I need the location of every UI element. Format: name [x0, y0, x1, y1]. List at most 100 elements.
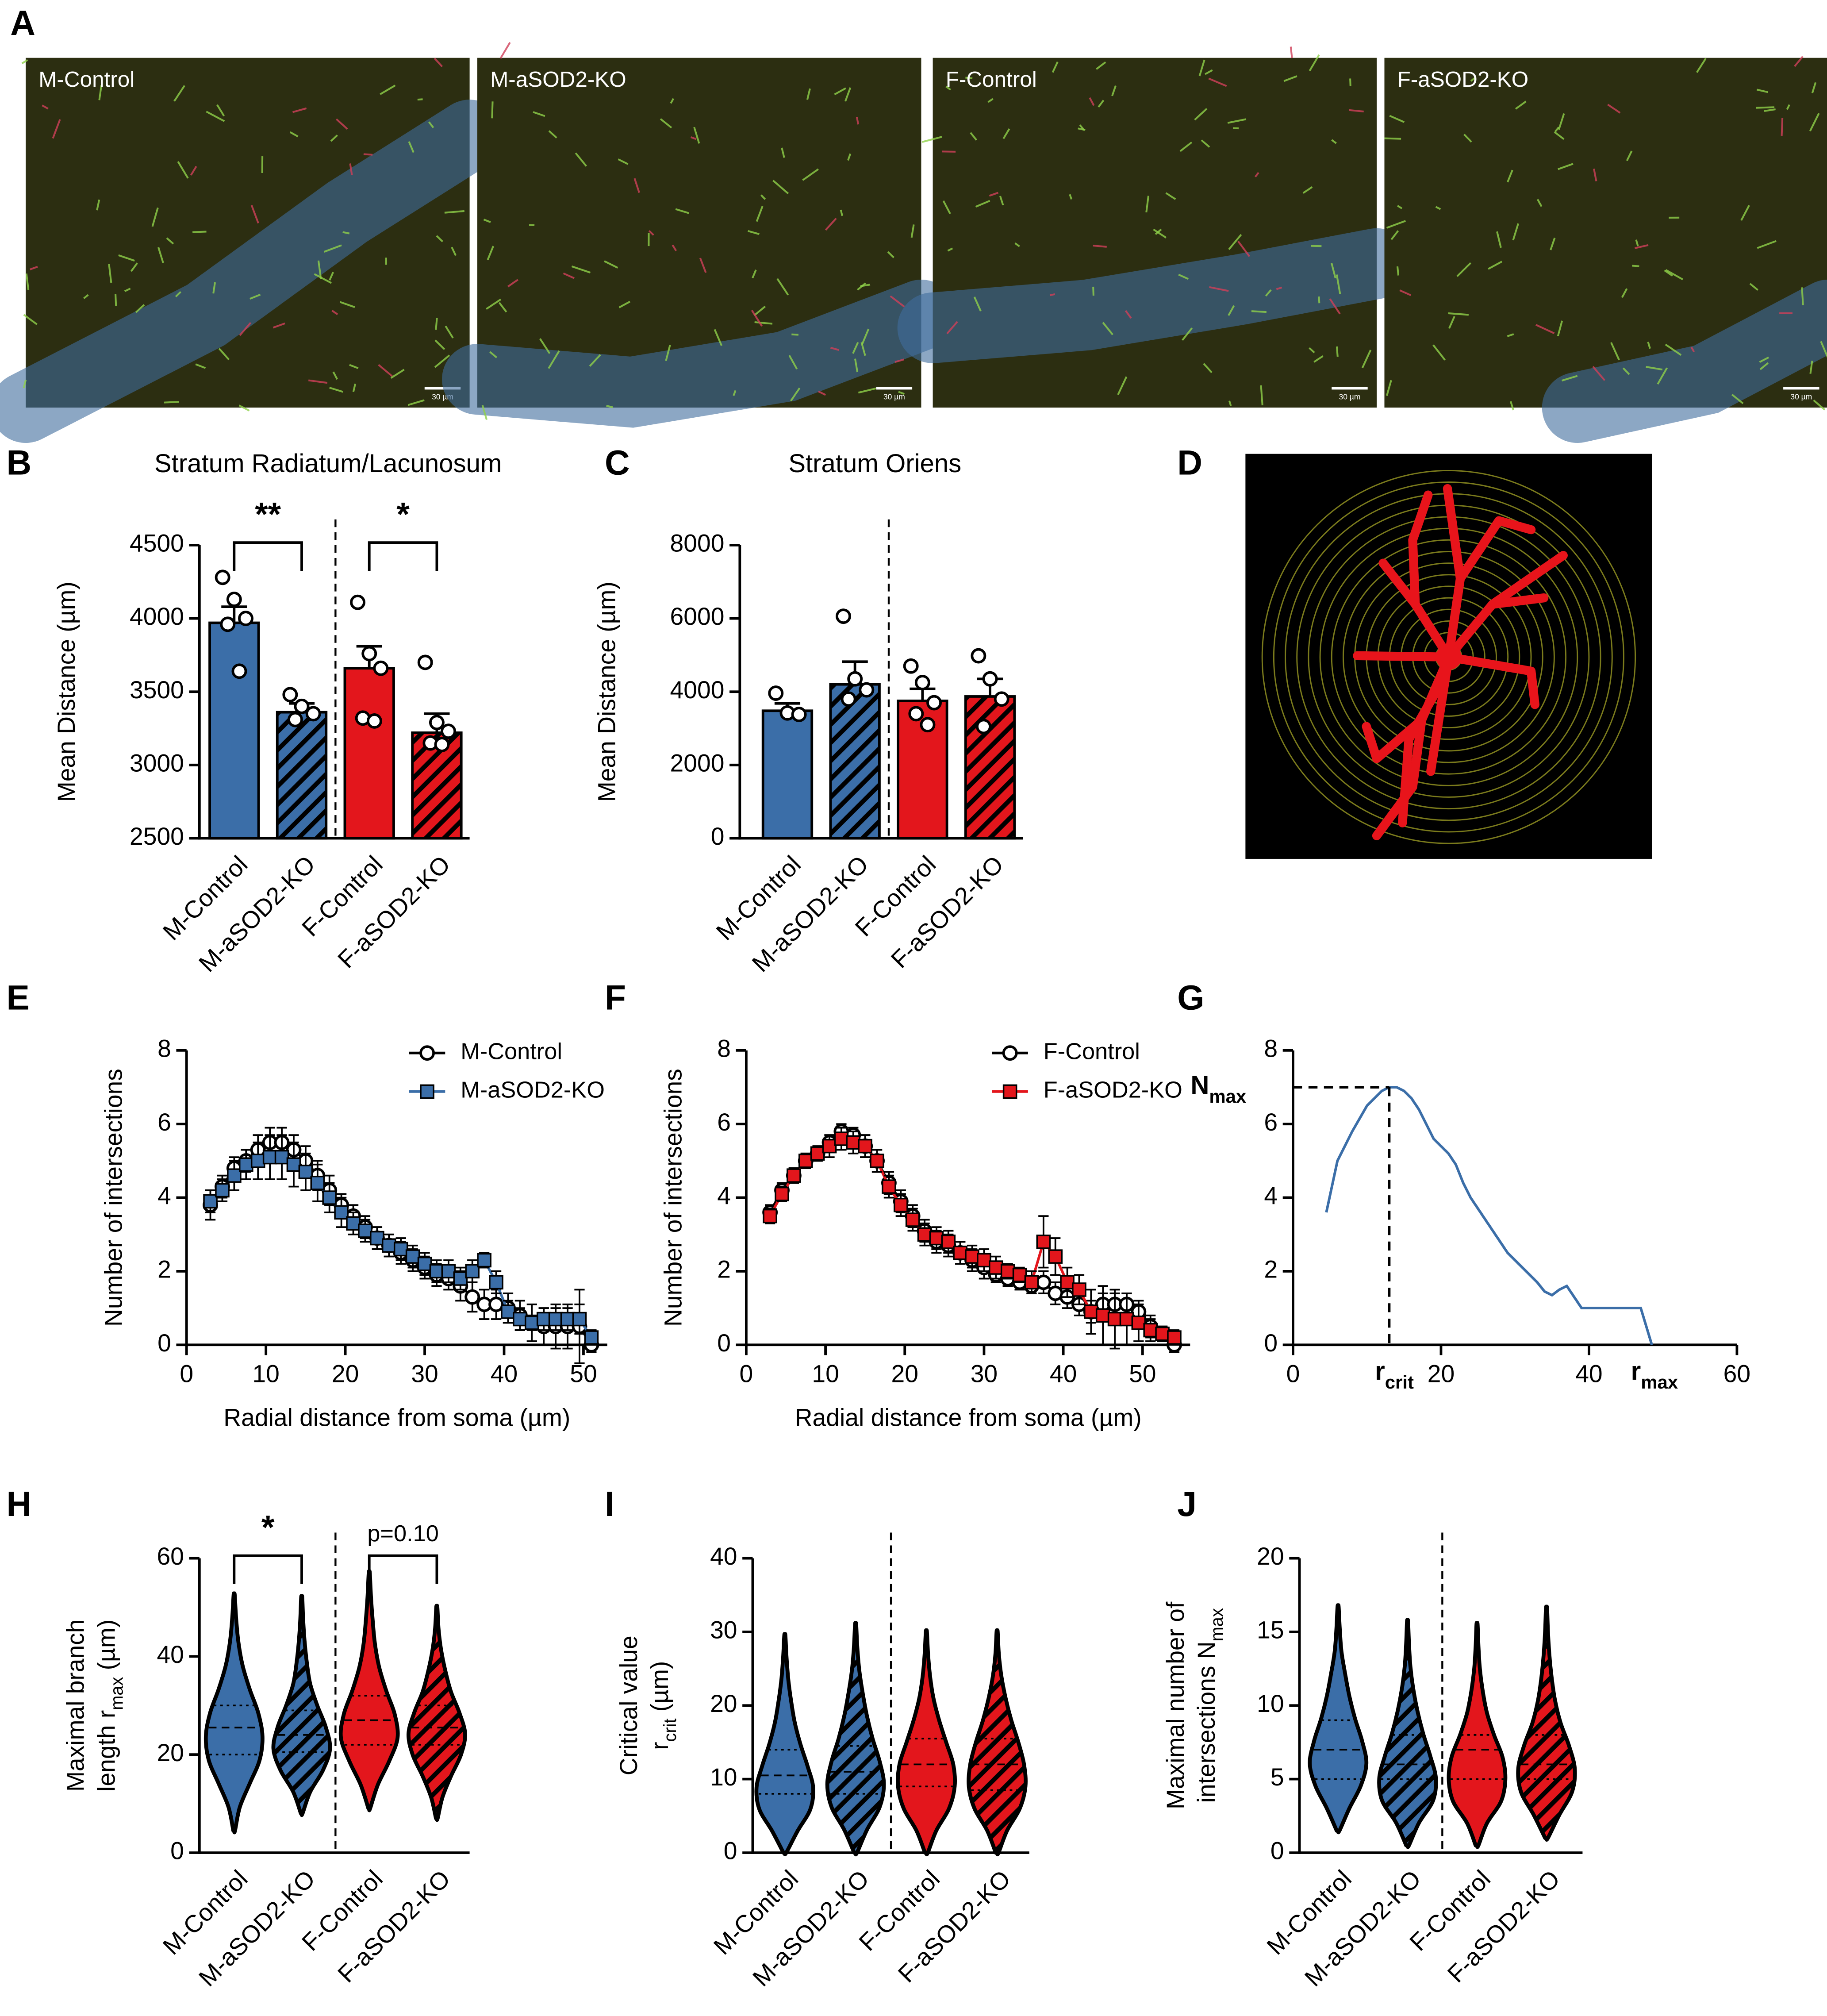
astrocyte [1178, 273, 1189, 280]
x-tick-label: 30 [971, 1360, 998, 1388]
panel-letter: I [605, 1485, 614, 1524]
astrocyte [451, 246, 457, 256]
astrocyte [23, 379, 27, 389]
marker [917, 1227, 932, 1242]
astrocyte [407, 399, 425, 406]
astrocyte [847, 153, 852, 161]
astrocyte [1626, 150, 1633, 162]
astrocyte [818, 390, 826, 396]
astrocyte [1331, 263, 1336, 279]
nuclear-band [442, 279, 957, 428]
astrocyte [776, 278, 789, 296]
violin [1447, 1621, 1508, 1849]
astrocyte [1145, 196, 1150, 213]
bar [411, 731, 463, 840]
y-tick-label: 6000 [670, 603, 725, 630]
y-tick-label: 20 [710, 1690, 737, 1717]
marker [525, 1316, 539, 1330]
violin [271, 1594, 332, 1817]
astrocyte [1665, 269, 1683, 281]
y-tick-label: 0 [157, 1329, 171, 1357]
astrocyte [30, 265, 38, 270]
astrocyte [890, 295, 905, 308]
rcrit-label-part: crit [1385, 1372, 1414, 1393]
marker [334, 1205, 349, 1220]
astrocyte [858, 387, 876, 394]
significance-label: * [261, 1509, 275, 1547]
astrocyte [417, 98, 423, 101]
x-tick-label: 0 [180, 1360, 193, 1388]
x-tick-label: 30 [411, 1360, 438, 1388]
astrocyte [339, 301, 355, 308]
y-axis-label: intersections Nmax [1193, 1608, 1227, 1803]
cell-process [1362, 652, 1454, 763]
astrocyte [435, 318, 438, 330]
marker [977, 1253, 991, 1268]
marker [1072, 1282, 1086, 1297]
astrocyte [1557, 320, 1563, 336]
astrocyte [1647, 342, 1651, 349]
astrocyte [218, 348, 230, 361]
marker [941, 1235, 956, 1249]
y-tick-label: 40 [157, 1641, 184, 1668]
y-tick-label: 6 [717, 1108, 731, 1136]
astrocyte [1820, 341, 1827, 358]
astrocyte [238, 404, 250, 412]
astrocyte [1448, 312, 1469, 316]
y-tick-label: 0 [170, 1837, 184, 1865]
data-point [903, 658, 919, 674]
x-tick-label: 50 [570, 1360, 597, 1388]
marker [250, 1154, 265, 1168]
cell-process [1488, 593, 1549, 609]
astrocyte [533, 111, 545, 117]
astrocyte [714, 329, 723, 346]
y-tick-label: 40 [710, 1543, 737, 1570]
legend-label: M-aSOD2-KO [461, 1077, 605, 1103]
panel-letter: D [1177, 443, 1202, 482]
marker [429, 1264, 444, 1279]
bar [276, 711, 328, 840]
x-axis-label: Radial distance from soma (µm) [223, 1404, 570, 1431]
y-tick-label: 3000 [130, 749, 184, 777]
astrocyte [1389, 115, 1405, 123]
panel-letter: B [7, 443, 32, 482]
panel-letter: E [7, 978, 30, 1017]
astrocyte [436, 235, 443, 242]
astrocyte [1227, 118, 1247, 124]
marker [1000, 1264, 1015, 1279]
astrocyte [96, 199, 100, 211]
rmax-label: rmax [1631, 1357, 1678, 1393]
astrocyte [1102, 322, 1113, 335]
astrocyte [1309, 347, 1315, 354]
astrocyte [693, 127, 700, 144]
y-tick-label: 2000 [670, 749, 725, 777]
astrocyte [124, 288, 131, 292]
astrocyte [1255, 172, 1259, 177]
astrocyte [434, 354, 450, 368]
chart-title: Stratum Oriens [788, 449, 961, 478]
bar [343, 667, 395, 840]
astrocyte [772, 180, 789, 194]
astrocyte [752, 269, 757, 279]
astrocyte [1646, 365, 1663, 371]
astrocyte [1290, 46, 1293, 58]
astrocyte [1361, 350, 1372, 369]
astrocyte [1632, 265, 1639, 267]
astrocyte [699, 258, 707, 273]
marker [322, 1190, 337, 1205]
astrocyte [108, 264, 112, 283]
y-tick-label: 0 [1264, 1329, 1278, 1357]
astrocyte [1512, 223, 1519, 241]
y-tick-label: 2 [717, 1256, 731, 1283]
x-tick-label: 50 [1129, 1360, 1156, 1388]
data-point [908, 706, 924, 722]
astrocyte [378, 364, 393, 377]
y-axis-label: length rmax (µm) [92, 1620, 127, 1792]
astrocyte [175, 291, 181, 297]
astrocyte [317, 260, 322, 280]
significance-label: ** [255, 496, 281, 533]
marker [465, 1264, 480, 1279]
astrocyte [1592, 365, 1606, 381]
astrocyte [1125, 310, 1132, 319]
astrocyte [507, 279, 518, 288]
